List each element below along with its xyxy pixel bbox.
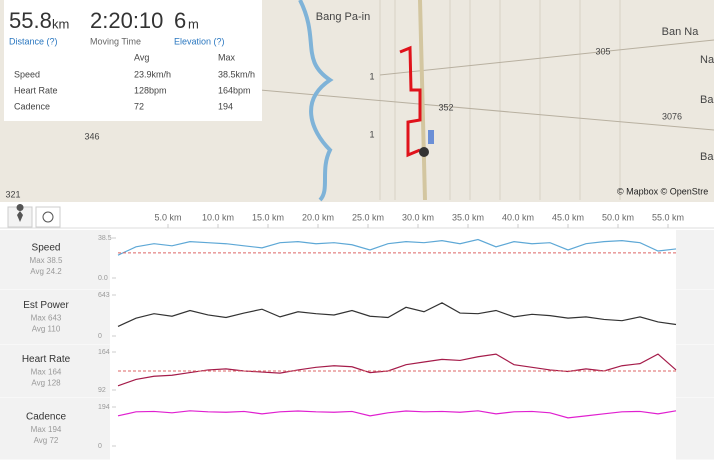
- time-tab[interactable]: [35, 206, 61, 228]
- stat-value: 55.8: [9, 8, 52, 33]
- x-tick-label: 50.0 km: [602, 212, 634, 222]
- x-tick-label: 10.0 km: [202, 212, 234, 222]
- series-max: Max 194: [31, 425, 62, 434]
- series-line: [117, 410, 677, 419]
- river: [298, 0, 334, 202]
- series-max: Max 643: [31, 314, 62, 323]
- table-cell: 72: [134, 101, 144, 111]
- stat-value: 2:20:10: [90, 8, 163, 33]
- stat-unit: m: [188, 16, 199, 31]
- road-label: 1: [369, 71, 374, 81]
- road-label: 3076: [662, 111, 682, 121]
- table-cell: 23.9km/h: [134, 69, 171, 79]
- map-grid: [259, 0, 714, 200]
- x-tick-label: 45.0 km: [552, 212, 584, 222]
- x-tick-label: 5.0 km: [154, 212, 181, 222]
- chart-tail: [676, 398, 714, 460]
- pin-icon: [16, 204, 24, 222]
- chart-tail: [676, 345, 714, 398]
- chart-tail: [676, 230, 714, 290]
- stat-label: Moving Time: [90, 36, 141, 46]
- x-tick-label: 15.0 km: [252, 212, 284, 222]
- table-cell: Heart Rate: [14, 85, 58, 95]
- series-line: [117, 302, 677, 327]
- road-label: 352: [438, 102, 453, 112]
- x-tick-label: 25.0 km: [352, 212, 384, 222]
- place-label: Ban Na: [662, 26, 700, 38]
- y-tick-label: 643: [98, 292, 110, 299]
- x-tick-label: 20.0 km: [302, 212, 334, 222]
- place-label: Ba: [700, 151, 714, 163]
- series-avg: Avg 128: [31, 379, 61, 388]
- x-tick-label: 55.0 km: [652, 212, 684, 222]
- chart-tail: [676, 290, 714, 345]
- place-label: Bang Pa-in: [316, 11, 370, 23]
- stat-label[interactable]: Elevation (?): [174, 36, 225, 46]
- y-tick-label: 0.0: [98, 275, 108, 282]
- table-cell: 128bpm: [134, 85, 167, 95]
- x-tick-label: 40.0 km: [502, 212, 534, 222]
- y-tick-label: 0: [98, 333, 102, 340]
- label-column: [0, 290, 110, 345]
- table-cell: Speed: [14, 69, 40, 79]
- stats-table: Avg Max Speed 23.9km/h 38.5km/h Heart Rate 128…: [14, 52, 255, 111]
- map-labels: Bang Pa-in Ban Na Nakho Bang Ba 1 1 352 …: [5, 11, 714, 199]
- series-avg: Avg 24.2: [30, 267, 62, 276]
- x-tick-label: 30.0 km: [402, 212, 434, 222]
- label-column: [0, 345, 110, 398]
- series-avg: Avg 72: [34, 436, 59, 445]
- series-name: Cadence: [26, 412, 66, 423]
- table-header: Avg: [134, 52, 149, 62]
- x-tick-label: 35.0 km: [452, 212, 484, 222]
- attribution: © Mapbox © OpenStre: [617, 186, 708, 196]
- table-cell: 164bpm: [218, 85, 251, 95]
- road-label: 346: [84, 131, 99, 141]
- stats-panel: [4, 0, 262, 121]
- stat-unit: km: [52, 16, 69, 31]
- y-tick-label: 0: [98, 443, 102, 450]
- highway: [418, 0, 427, 201]
- place-label: Nakho: [700, 54, 714, 66]
- series-line: [117, 238, 677, 256]
- series-max: Max 38.5: [30, 256, 63, 265]
- series-name: Speed: [32, 243, 61, 254]
- table-cell: 38.5km/h: [218, 69, 255, 79]
- series-name: Heart Rate: [22, 354, 71, 365]
- y-tick-label: 38.5: [98, 235, 112, 242]
- table-cell: Cadence: [14, 101, 50, 111]
- series-max: Max 164: [31, 368, 62, 377]
- charts: 5.0 km 10.0 km 15.0 km 20.0 km 25.0 km 30.0 k…: [0, 212, 714, 461]
- clock-icon: [42, 211, 54, 223]
- stat-value: 6: [174, 8, 186, 33]
- label-column: [0, 230, 110, 290]
- y-tick-label: 92: [98, 387, 106, 394]
- route: [399, 45, 422, 158]
- road-label: 1: [369, 129, 374, 139]
- place-label: Bang: [700, 94, 714, 106]
- series-name: Est Power: [23, 300, 69, 311]
- map-area: [428, 130, 434, 144]
- series-avg: Avg 110: [32, 325, 61, 334]
- road-label: 305: [595, 46, 610, 56]
- y-tick-label: 164: [98, 349, 110, 356]
- finish-marker: [419, 147, 429, 157]
- y-tick-label: 194: [98, 404, 110, 411]
- table-cell: 194: [218, 101, 233, 111]
- road-label: 321: [5, 189, 20, 199]
- stat-label[interactable]: Distance (?): [9, 36, 58, 46]
- series-line: [117, 353, 677, 387]
- label-column: [0, 398, 110, 460]
- table-header: Max: [218, 52, 236, 62]
